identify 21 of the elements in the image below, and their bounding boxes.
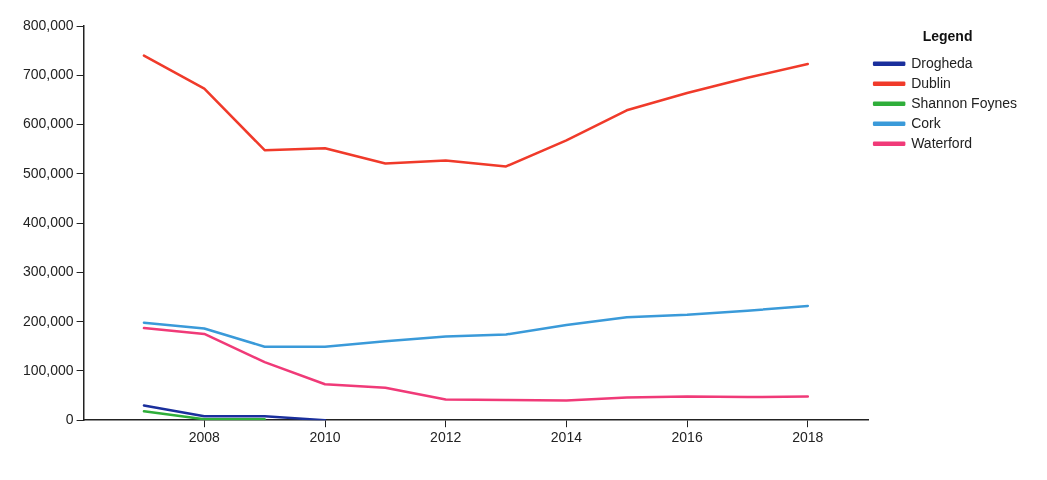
x-tick-label: 2018: [792, 429, 824, 446]
x-tick-label: 2012: [430, 429, 462, 446]
y-tick-label: 200,000: [23, 312, 74, 329]
legend-label: Drogheda: [911, 54, 973, 71]
y-tick-label: 600,000: [23, 115, 74, 132]
legend-label: Shannon Foynes: [911, 94, 1017, 111]
y-tick-label: 100,000: [23, 361, 74, 378]
legend-label: Cork: [911, 114, 942, 131]
y-tick-label: 800,000: [23, 16, 74, 33]
x-tick-label: 2008: [188, 429, 221, 446]
y-tick-label: 0: [65, 411, 74, 428]
legend-title: Legend: [922, 27, 973, 44]
y-tick-label: 700,000: [23, 66, 74, 83]
x-tick-label: 2016: [671, 429, 703, 446]
y-tick-label: 500,000: [23, 164, 74, 181]
x-tick-label: 2014: [550, 429, 583, 446]
legend-label: Dublin: [911, 74, 951, 91]
legend-label: Waterford: [911, 134, 973, 151]
x-tick-label: 2010: [309, 429, 341, 446]
y-tick-label: 300,000: [23, 263, 74, 280]
y-tick-label: 400,000: [23, 213, 74, 230]
